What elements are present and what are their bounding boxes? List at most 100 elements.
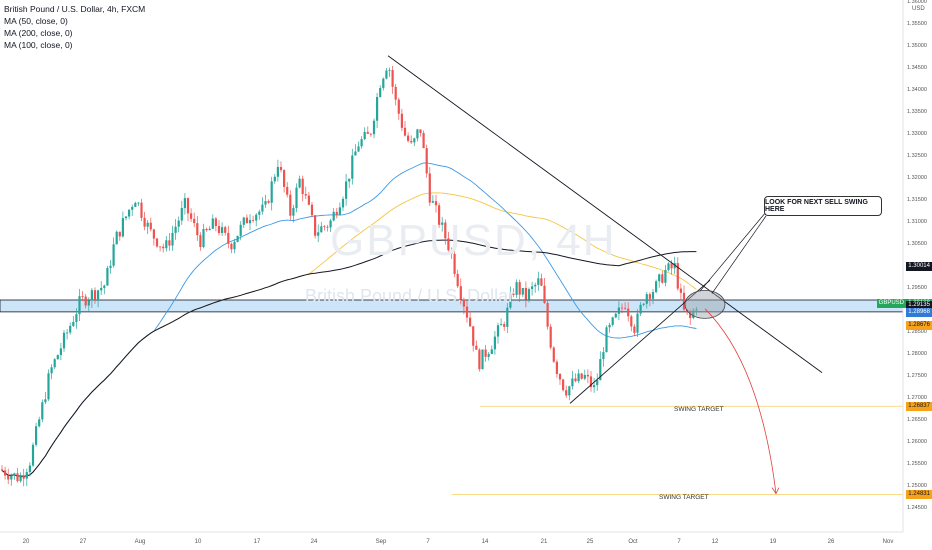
candle-body — [19, 476, 22, 482]
candle-body — [301, 178, 304, 195]
y-tick-label: 1.33500 — [907, 109, 927, 115]
candle-body — [661, 274, 664, 283]
sell-zone-ellipse — [684, 289, 726, 319]
candle-body — [329, 220, 332, 228]
candle-body — [47, 373, 50, 400]
candle-body — [217, 226, 221, 233]
candle-body — [211, 218, 214, 229]
x-tick-label: Sep — [375, 539, 387, 545]
candle-body — [155, 238, 159, 247]
candle-body — [481, 349, 484, 370]
candle-body — [310, 204, 314, 216]
annotation-pointer — [711, 215, 767, 294]
candle-body — [416, 129, 419, 139]
candle-body — [670, 263, 673, 269]
candle-body — [509, 293, 512, 308]
candle-body — [109, 265, 112, 268]
candle-body — [199, 235, 202, 248]
candle-body — [447, 238, 450, 251]
candle-body — [620, 307, 624, 309]
y-tick-label: 1.28000 — [907, 351, 927, 357]
candle-body — [645, 294, 648, 304]
candle-body — [379, 87, 382, 98]
candle-body — [4, 470, 7, 476]
candle-body — [202, 228, 205, 248]
candle-body — [75, 314, 78, 322]
candle-body — [292, 208, 295, 216]
x-tick-label: 20 — [22, 539, 30, 545]
y-tick-label: 1.33000 — [907, 131, 927, 137]
candle-body — [363, 131, 366, 140]
candle-body — [72, 321, 75, 326]
candle-body — [611, 317, 614, 325]
candle-body — [586, 374, 589, 377]
candle-body — [434, 201, 438, 206]
candle-body — [44, 399, 47, 403]
candle-body — [357, 146, 360, 152]
candle-body — [258, 211, 261, 215]
y-tick-label: 1.32000 — [907, 175, 927, 181]
candle-body — [385, 70, 388, 79]
annotation-pointer-2 — [699, 211, 767, 292]
price-axis — [0, 0, 904, 533]
candle-body — [580, 373, 583, 379]
candle-body — [543, 285, 546, 303]
candle-body — [224, 227, 227, 233]
candle-body — [394, 86, 397, 100]
candle-body — [307, 195, 310, 205]
candle-body — [614, 313, 617, 318]
ma100-legend[interactable]: MA (100, close, 0) — [4, 40, 73, 50]
ma200-legend[interactable]: MA (200, close, 0) — [4, 28, 73, 38]
price-tag: 1.28968 — [906, 307, 932, 317]
candle-body — [242, 217, 245, 225]
y-tick-label: 1.34000 — [907, 87, 927, 93]
sell-swing-annotation[interactable]: LOOK FOR NEXT SELL SWING HERE — [764, 196, 882, 216]
x-tick-label: 10 — [194, 539, 202, 545]
candle-body — [450, 250, 453, 254]
candle-body — [190, 213, 193, 219]
candle-body — [233, 241, 236, 250]
candle-body — [372, 120, 376, 135]
candle-body — [28, 465, 31, 473]
y-tick-label: 1.29500 — [907, 285, 927, 291]
candle-body — [50, 367, 53, 374]
x-tick-label: 7 — [677, 539, 681, 545]
candle-body — [320, 226, 323, 233]
candle-body — [255, 214, 258, 221]
price-tag: 1.29135 — [906, 300, 932, 310]
y-tick-label: 1.35000 — [907, 43, 927, 49]
ma50-line — [1, 162, 697, 477]
candle-body — [391, 70, 394, 87]
candle-body — [314, 215, 317, 236]
y-tick-label: 1.30500 — [907, 241, 927, 247]
candle-body — [137, 202, 140, 204]
candle-body — [100, 287, 103, 291]
candle-body — [667, 263, 670, 271]
drawings — [387, 55, 903, 495]
ma50-legend[interactable]: MA (50, close, 0) — [4, 16, 68, 26]
candle-body — [286, 186, 289, 195]
candle-body — [605, 327, 608, 353]
x-tick-label: 19 — [769, 539, 777, 545]
candle-body — [692, 310, 695, 319]
candle-body — [493, 336, 496, 350]
candle-body — [87, 300, 90, 306]
candle-body — [143, 217, 146, 227]
ascending-trendline — [569, 279, 711, 404]
candle-body — [93, 290, 97, 300]
candle-body — [317, 232, 320, 236]
candle-body — [658, 274, 661, 282]
candle-body — [174, 226, 177, 233]
candle-body — [558, 373, 562, 380]
moving-averages — [1, 162, 697, 477]
candle-body — [472, 326, 475, 346]
candle-body — [81, 296, 84, 297]
candle-body — [0, 469, 4, 471]
candle-body — [264, 201, 267, 205]
candle-body — [583, 374, 586, 379]
x-tick-label: 7 — [426, 539, 430, 545]
candle-body — [149, 222, 152, 230]
candle-body — [503, 324, 506, 327]
candle-body — [552, 347, 555, 362]
